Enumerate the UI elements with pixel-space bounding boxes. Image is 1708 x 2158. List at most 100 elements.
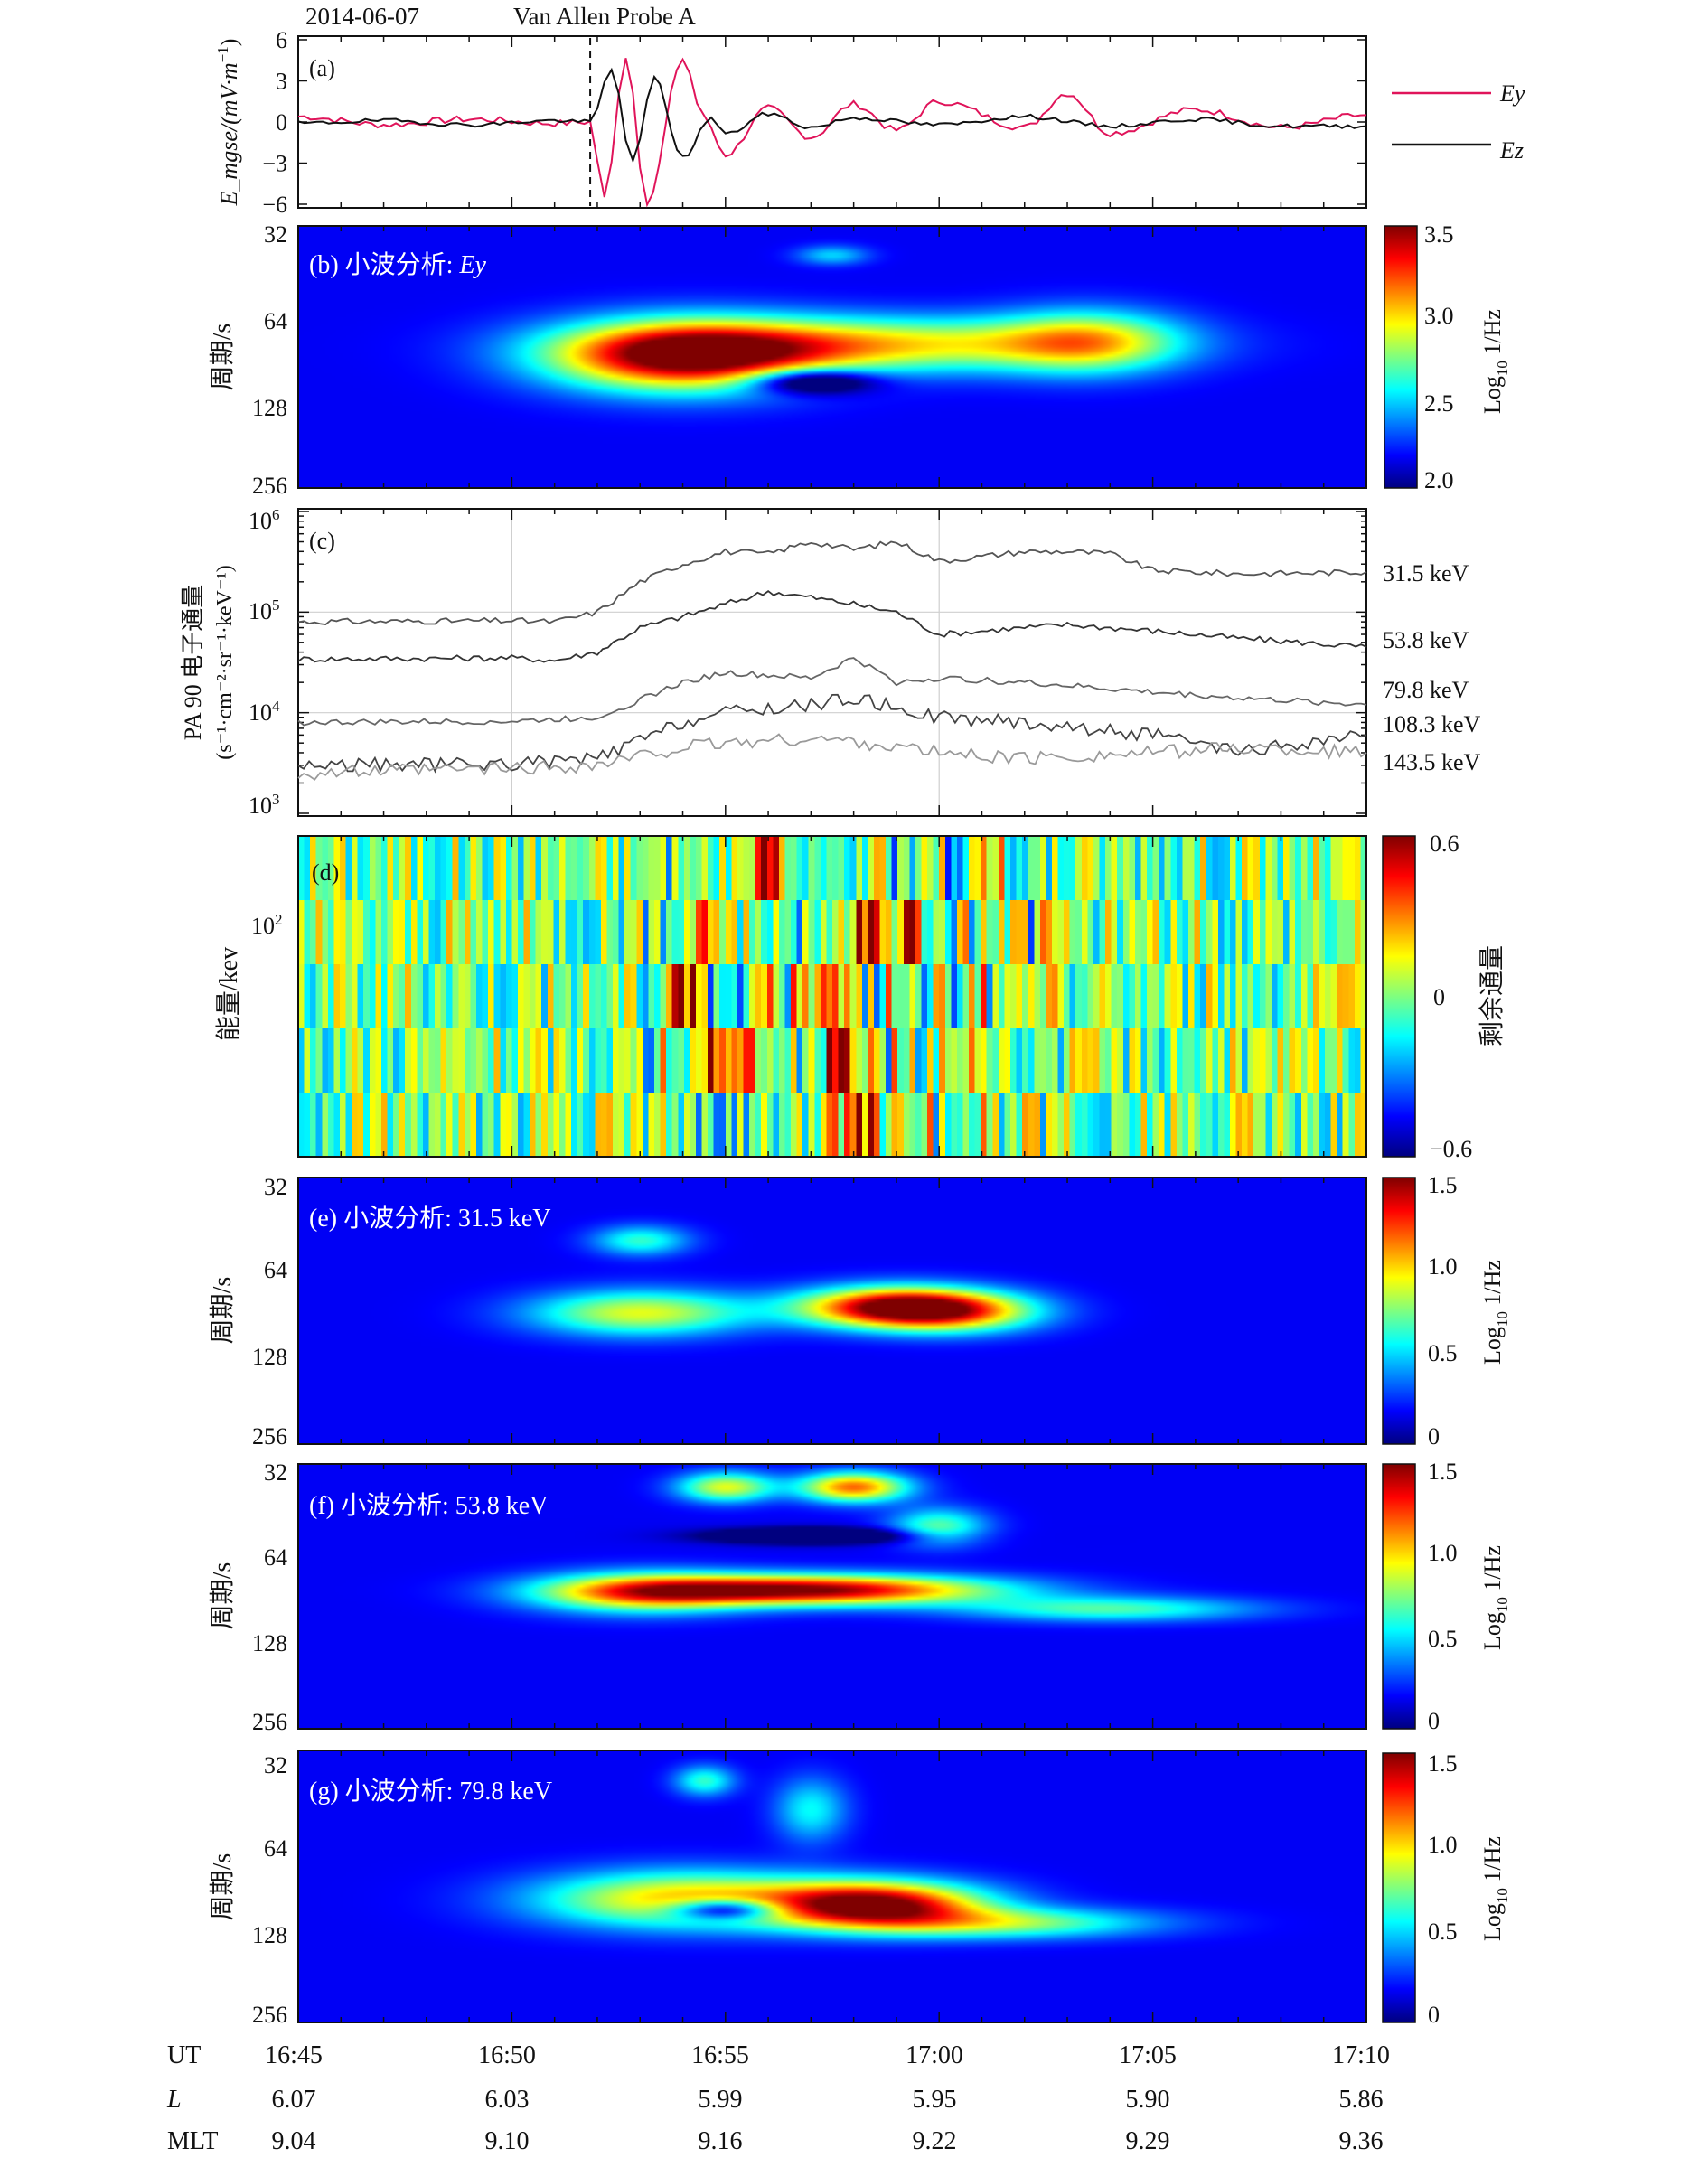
panel-a-xticks [297, 36, 1367, 208]
panel-c-ytick-1e6-base: 10 [249, 508, 272, 534]
flux-series-line [297, 657, 1367, 727]
panel-e-ytick-32: 32 [264, 1174, 287, 1200]
panel-c-series [297, 540, 1367, 781]
flux-series-line [297, 540, 1367, 626]
panel-e-cbar-label-sub: 10 [1494, 1311, 1511, 1327]
panel-g-cbar-tick-1: 1.0 [1428, 1832, 1458, 1858]
panel-c-ytick-1e4-exp: 4 [272, 698, 280, 715]
panel-b-cbar-label: Log10 1/Hz [1479, 309, 1511, 414]
panel-d-ylabel: 能量/kev [214, 947, 243, 1041]
panel-d-cbar-tick-2: −0.6 [1430, 1136, 1472, 1162]
panel-f-spectrogram [298, 1464, 1366, 1729]
panel-b-cbar-label-tail: 1/Hz [1479, 309, 1506, 361]
panel-g-cbar-label: Log10 1/Hz [1479, 1836, 1511, 1941]
panel-d-cbar-tick-0: 0.6 [1430, 830, 1459, 857]
panel-g-frame [297, 1750, 1367, 2023]
panel-f-frame [297, 1463, 1367, 1730]
panel-g-ytick-64: 64 [264, 1835, 287, 1862]
panel-g: (g) 小波分析: 79.8 keV 32 64 128 256 周期/s 1.… [209, 1750, 1511, 2028]
panel-d-xticks [297, 836, 1367, 1157]
panel-g-spectrogram [298, 1750, 1366, 2022]
channel-label-79-8: 79.8 keV [1383, 677, 1469, 703]
panel-e-cbar-tick-0: 1.5 [1428, 1172, 1458, 1198]
panel-e-tag: (e) 小波分析: 31.5 keV [309, 1204, 551, 1233]
panel-a-tag: (a) [309, 55, 335, 81]
footer-ut-3: 17:00 [906, 2041, 963, 2069]
panel-b-cbar-tick-0: 3.5 [1424, 221, 1454, 248]
panel-d-frame [297, 835, 1367, 1158]
panel-d-cbar-label: 剩余通量 [1478, 945, 1506, 1046]
panel-f-cbar-tick-1: 1.0 [1428, 1540, 1458, 1566]
panel-g-cbar-label-main: Log [1479, 1903, 1506, 1941]
panel-f-ytick-64: 64 [264, 1544, 287, 1571]
panel-a-ytick-label: 0 [276, 109, 287, 136]
panel-b-cbar-tick-2: 2.5 [1424, 390, 1454, 417]
panel-f-cbar-label-main: Log [1479, 1612, 1506, 1650]
panel-f-ylabel: 周期/s [209, 1562, 237, 1630]
panel-c-ytick-1e5-base: 10 [249, 598, 272, 624]
panel-g-xticks [297, 1750, 1367, 2022]
panel-c-ytick-1e3-exp: 3 [272, 791, 280, 808]
panel-c-tag: (c) [309, 528, 335, 554]
panel-d-ytick-1e2: 102 [251, 911, 283, 939]
panel-c-grid [298, 511, 1366, 814]
footer-l-label: L [166, 2086, 182, 2114]
panel-d-ytick-base: 10 [251, 913, 275, 939]
panel-b-tag-italic: Ey [458, 251, 486, 279]
panel-b-ytick-128: 128 [252, 395, 287, 421]
panel-a-ylabel: E_mgse/(mV·m−1) [214, 39, 242, 207]
panel-c-ytick-1e3-base: 10 [249, 793, 272, 819]
panel-f-cbar-tick-3: 0 [1428, 1708, 1440, 1734]
panel-a-ytick-label: 3 [276, 69, 287, 95]
footer-l-5: 5.86 [1339, 2086, 1384, 2114]
panel-e: (e) 小波分析: 31.5 keV 32 64 128 256 周期/s 1.… [209, 1172, 1511, 1450]
footer-mlt-0: 9.04 [272, 2127, 316, 2155]
panel-a-ylabel-exp: −1 [214, 46, 231, 62]
date-label: 2014-06-07 [305, 3, 419, 30]
legend-ey-label: Ey [1499, 80, 1525, 107]
panel-f-ytick-32: 32 [264, 1459, 287, 1486]
footer-ut-label: UT [167, 2041, 201, 2069]
panel-e-frame [297, 1177, 1367, 1445]
panel-e-cbar-tick-3: 0 [1428, 1423, 1440, 1450]
flux-series-line [297, 589, 1367, 663]
panel-f-cbar-label-sub: 10 [1494, 1597, 1511, 1612]
footer-l-1: 6.03 [485, 2086, 530, 2114]
footer-ut-5: 17:10 [1332, 2041, 1390, 2069]
panel-g-cbar-tick-0: 1.5 [1428, 1750, 1458, 1777]
panel-e-xticks [297, 1178, 1367, 1444]
panel-b-cbar-label-sub: 10 [1494, 361, 1511, 376]
footer-l-2: 5.99 [699, 2086, 743, 2114]
panel-c: (c) 106 105 104 103 PA 90 电子通量 (s⁻¹·cm⁻²… [180, 506, 1481, 819]
panel-b-tag-main: (b) 小波分析: [309, 250, 459, 279]
panel-d: (d) 102 能量/kev 0.6 0 −0.6 剩余通量 [214, 830, 1506, 1162]
panel-d-residual-flux-map [298, 836, 1366, 1157]
panel-f-cbar-label: Log10 1/Hz [1479, 1545, 1511, 1650]
panel-g-cbar-tick-2: 0.5 [1428, 1919, 1458, 1945]
panel-b-ytick-64: 64 [264, 308, 287, 334]
panel-e-ytick-128: 128 [252, 1344, 287, 1370]
panel-c-ylabel-line2: (s⁻¹·cm⁻²·sr⁻¹·keV⁻¹) [213, 565, 237, 759]
footer-ut-4: 17:05 [1119, 2041, 1177, 2069]
panel-d-colorbar [1382, 835, 1416, 1158]
spacecraft-label: Van Allen Probe A [513, 3, 696, 30]
panel-e-cbar-label: Log10 1/Hz [1479, 1260, 1511, 1365]
panel-c-xticks [297, 509, 1367, 816]
panel-g-cbar-tick-3: 0 [1428, 2002, 1440, 2028]
panel-a-ytick-label: −6 [262, 192, 287, 218]
panel-b-ytick-256: 256 [252, 473, 287, 499]
panel-a-ytick-label: −3 [262, 151, 287, 177]
footer-l-0: 6.07 [272, 2086, 316, 2114]
panel-e-ytick-256: 256 [252, 1423, 287, 1450]
legend-ez-label: Ez [1499, 137, 1524, 164]
panel-c-ytick-1e6: 106 [249, 506, 280, 534]
panel-f-ytick-256: 256 [252, 1709, 287, 1735]
ez-series-line [297, 67, 1367, 164]
channel-label-31-5: 31.5 keV [1383, 560, 1469, 586]
panel-c-ytick-1e4-base: 10 [249, 699, 272, 726]
panel-b-xticks [297, 226, 1367, 488]
panel-f-cbar-label-tail: 1/Hz [1479, 1545, 1506, 1597]
panel-g-ytick-256: 256 [252, 2002, 287, 2028]
panel-f-tag: (f) 小波分析: 53.8 keV [309, 1491, 548, 1520]
